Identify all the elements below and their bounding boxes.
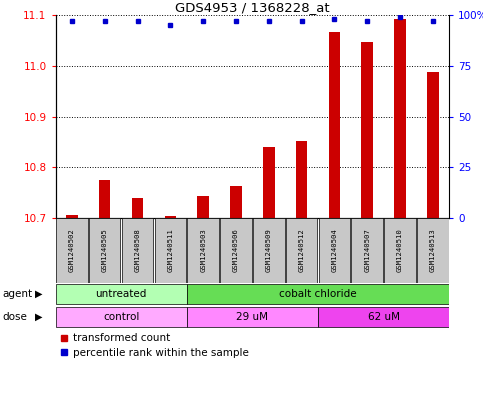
- Text: GSM1240502: GSM1240502: [69, 228, 75, 272]
- Bar: [361, 42, 373, 218]
- Text: agent: agent: [2, 289, 32, 299]
- Bar: [187, 307, 318, 327]
- Bar: [198, 196, 209, 218]
- Text: GSM1240511: GSM1240511: [167, 228, 173, 272]
- Text: 29 uM: 29 uM: [236, 312, 269, 322]
- Bar: [253, 218, 284, 283]
- Bar: [99, 180, 111, 218]
- Bar: [286, 218, 317, 283]
- Text: control: control: [103, 312, 139, 322]
- Text: cobalt chloride: cobalt chloride: [279, 289, 357, 299]
- Bar: [394, 19, 406, 218]
- Bar: [427, 72, 439, 218]
- Bar: [56, 284, 187, 304]
- Bar: [319, 218, 350, 283]
- Text: GSM1240512: GSM1240512: [298, 228, 305, 272]
- Bar: [296, 141, 307, 218]
- Bar: [263, 147, 274, 218]
- Bar: [56, 218, 88, 283]
- Text: GSM1240508: GSM1240508: [135, 228, 141, 272]
- Bar: [132, 198, 143, 218]
- Text: GSM1240507: GSM1240507: [364, 228, 370, 272]
- Text: untreated: untreated: [96, 289, 147, 299]
- Text: GSM1240513: GSM1240513: [430, 228, 436, 272]
- Bar: [230, 186, 242, 218]
- Legend: transformed count, percentile rank within the sample: transformed count, percentile rank withi…: [61, 333, 249, 358]
- Bar: [187, 218, 219, 283]
- Bar: [417, 218, 449, 283]
- Bar: [318, 307, 449, 327]
- Text: GSM1240505: GSM1240505: [102, 228, 108, 272]
- Bar: [165, 216, 176, 218]
- Bar: [122, 218, 153, 283]
- Text: 62 uM: 62 uM: [368, 312, 399, 322]
- Text: GSM1240504: GSM1240504: [331, 228, 338, 272]
- Bar: [155, 218, 186, 283]
- Bar: [328, 31, 340, 218]
- Text: GSM1240509: GSM1240509: [266, 228, 272, 272]
- Text: ▶: ▶: [35, 289, 43, 299]
- Bar: [66, 215, 78, 218]
- Text: GSM1240510: GSM1240510: [397, 228, 403, 272]
- Text: GSM1240503: GSM1240503: [200, 228, 206, 272]
- Title: GDS4953 / 1368228_at: GDS4953 / 1368228_at: [175, 1, 330, 14]
- Bar: [56, 307, 187, 327]
- Bar: [352, 218, 383, 283]
- Text: GSM1240506: GSM1240506: [233, 228, 239, 272]
- Bar: [89, 218, 120, 283]
- Text: dose: dose: [2, 312, 28, 322]
- Text: ▶: ▶: [35, 312, 43, 322]
- Bar: [220, 218, 252, 283]
- Bar: [384, 218, 416, 283]
- Bar: [187, 284, 449, 304]
